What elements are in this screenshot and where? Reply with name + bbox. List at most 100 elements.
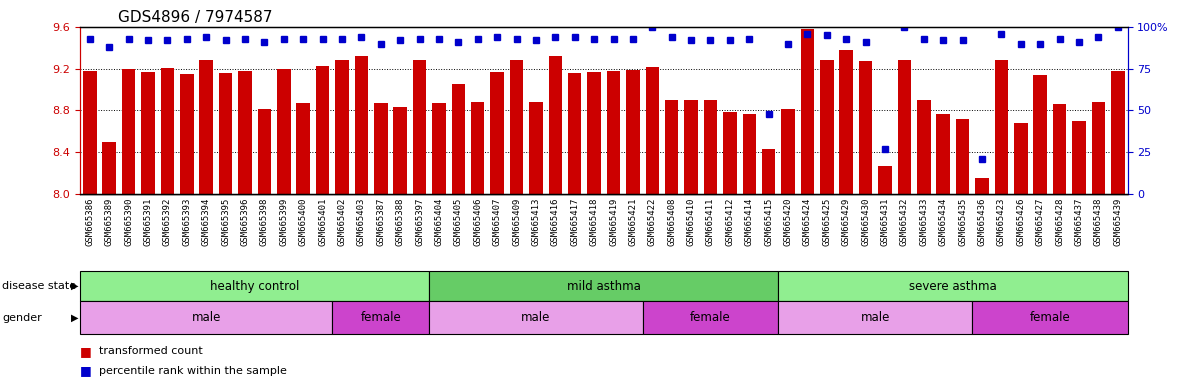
Text: GSM665410: GSM665410 [686,198,696,246]
Text: GSM665422: GSM665422 [647,198,657,246]
Text: GSM665411: GSM665411 [706,198,714,246]
Text: healthy control: healthy control [210,280,299,293]
Text: transformed count: transformed count [99,346,202,356]
Text: GSM665415: GSM665415 [764,198,773,246]
Text: GSM665439: GSM665439 [1113,198,1123,246]
Text: GSM665413: GSM665413 [531,198,540,246]
Text: GSM665431: GSM665431 [880,198,890,246]
Text: GSM665438: GSM665438 [1093,198,1103,246]
Text: GSM665398: GSM665398 [260,198,268,246]
Text: female: female [690,311,731,324]
Bar [626,70,639,194]
Bar [430,301,643,334]
Bar [315,66,330,194]
Text: GSM665400: GSM665400 [299,198,307,246]
Text: GSM665395: GSM665395 [221,198,230,246]
Bar [898,60,911,194]
Bar [704,100,717,194]
Bar [199,60,213,194]
Text: GSM665406: GSM665406 [473,198,483,246]
Bar [277,69,291,194]
Text: GSM665417: GSM665417 [570,198,579,246]
Text: GSM665401: GSM665401 [318,198,327,246]
Text: GSM665391: GSM665391 [144,198,153,246]
Text: GSM665416: GSM665416 [551,198,560,246]
Bar [471,102,485,194]
Bar [121,69,135,194]
Bar [800,29,814,194]
Text: GSM665429: GSM665429 [842,198,851,246]
Text: GSM665432: GSM665432 [900,198,909,246]
Bar [1092,102,1105,194]
Bar [956,119,970,194]
Bar [587,72,601,194]
Bar [354,56,368,194]
Text: GSM665394: GSM665394 [201,198,211,246]
Bar [80,271,430,301]
Bar [141,72,154,194]
Bar [452,84,465,194]
Text: GSM665405: GSM665405 [454,198,463,246]
Bar [606,71,620,194]
Bar [684,100,698,194]
Bar [548,56,563,194]
Text: GSM665430: GSM665430 [862,198,870,246]
Text: ■: ■ [80,345,92,358]
Bar [568,73,581,194]
Bar [995,60,1009,194]
Bar [238,71,252,194]
Bar [778,301,972,334]
Text: GSM665407: GSM665407 [493,198,501,246]
Text: GSM665386: GSM665386 [85,198,94,246]
Text: GSM665389: GSM665389 [105,198,114,246]
Text: GSM665423: GSM665423 [997,198,1006,246]
Bar [859,61,872,194]
Bar [1015,123,1028,194]
Bar [80,301,332,334]
Text: female: female [360,311,401,324]
Text: gender: gender [2,313,42,323]
Bar [332,301,430,334]
Bar [219,73,232,194]
Text: GSM665399: GSM665399 [279,198,288,246]
Text: GSM665393: GSM665393 [182,198,191,246]
Text: female: female [1030,311,1070,324]
Text: GSM665388: GSM665388 [395,198,405,246]
Bar [393,107,407,194]
Bar [413,60,426,194]
Text: male: male [521,311,551,324]
Bar [432,103,446,194]
Text: GSM665434: GSM665434 [939,198,947,246]
Text: disease state: disease state [2,281,77,291]
Bar [723,113,737,194]
Bar [335,60,348,194]
Bar [1072,121,1086,194]
Text: GSM665397: GSM665397 [415,198,424,246]
Text: GSM665436: GSM665436 [978,198,986,246]
Text: GSM665392: GSM665392 [162,198,172,246]
Text: GSM665396: GSM665396 [240,198,250,246]
Bar [297,103,310,194]
Bar [510,60,524,194]
Text: GSM665412: GSM665412 [725,198,734,246]
Bar [917,100,931,194]
Text: GSM665404: GSM665404 [434,198,444,246]
Text: GSM665387: GSM665387 [377,198,385,246]
Bar [1053,104,1066,194]
Bar [160,68,174,194]
Text: GSM665419: GSM665419 [609,198,618,246]
Bar [782,109,794,194]
Bar [430,271,778,301]
Text: GDS4896 / 7974587: GDS4896 / 7974587 [118,10,272,25]
Text: GSM665427: GSM665427 [1036,198,1045,246]
Bar [258,109,271,194]
Text: percentile rank within the sample: percentile rank within the sample [99,366,287,376]
Bar [643,301,778,334]
Bar [820,60,833,194]
Bar [374,103,387,194]
Text: severe asthma: severe asthma [909,280,997,293]
Text: GSM665408: GSM665408 [667,198,677,246]
Text: GSM665424: GSM665424 [803,198,812,246]
Text: GSM665435: GSM665435 [958,198,967,246]
Text: GSM665402: GSM665402 [338,198,346,246]
